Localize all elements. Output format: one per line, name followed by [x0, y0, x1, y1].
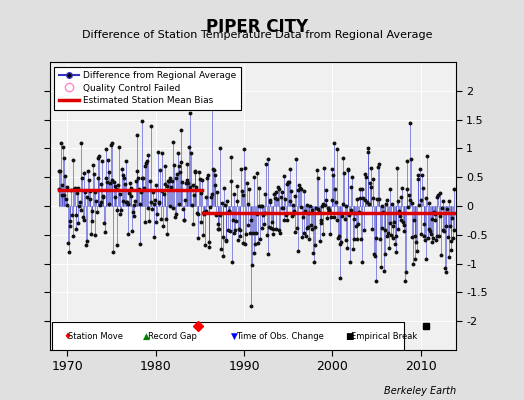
Text: Difference of Station Temperature Data from Regional Average: Difference of Station Temperature Data f…	[82, 30, 432, 40]
FancyBboxPatch shape	[52, 322, 403, 350]
Text: Empirical Break: Empirical Break	[351, 332, 417, 341]
Text: Berkeley Earth: Berkeley Earth	[384, 386, 456, 396]
Text: ■: ■	[345, 332, 354, 341]
Text: Record Gap: Record Gap	[148, 332, 196, 341]
Text: Time of Obs. Change: Time of Obs. Change	[236, 332, 324, 341]
Text: ▲: ▲	[143, 332, 149, 341]
Text: ♦: ♦	[63, 332, 71, 341]
Legend: Difference from Regional Average, Quality Control Failed, Estimated Station Mean: Difference from Regional Average, Qualit…	[54, 66, 241, 110]
Text: PIPER CITY: PIPER CITY	[206, 18, 308, 36]
Text: Station Move: Station Move	[68, 332, 123, 341]
Text: ▼: ▼	[231, 332, 238, 341]
